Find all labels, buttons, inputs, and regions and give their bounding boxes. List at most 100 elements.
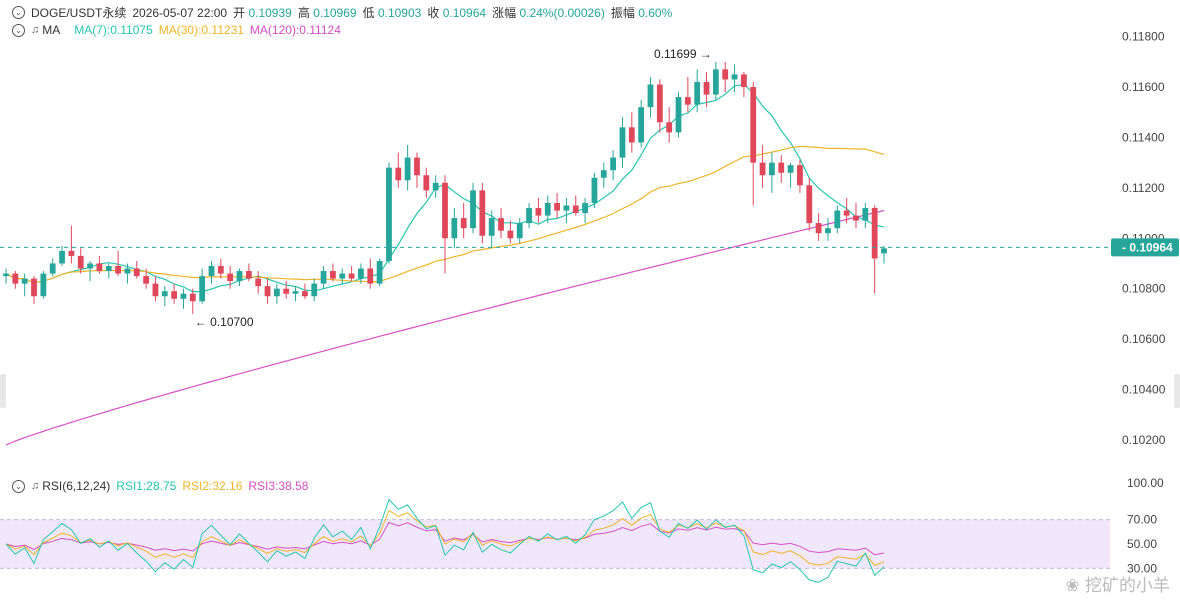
candle (442, 175, 448, 274)
candle (488, 210, 495, 249)
left-scroll-handle[interactable] (0, 374, 6, 408)
candle-body (49, 263, 56, 274)
candle (572, 195, 579, 216)
candle-body (544, 202, 551, 216)
candle-body (283, 288, 290, 294)
candle (3, 268, 9, 284)
candle (451, 208, 458, 249)
candle-body (264, 286, 271, 297)
rsi-tick-label: 50.00 (1127, 537, 1157, 551)
candle-body (703, 81, 710, 95)
candle-body (12, 273, 19, 284)
candle (255, 271, 262, 294)
candle (376, 258, 383, 287)
ma120-line (5, 209, 885, 446)
rsi-band-fill (0, 519, 1110, 569)
candle (544, 195, 551, 224)
candle-body (881, 248, 887, 254)
candle (843, 197, 850, 224)
candle (638, 99, 645, 148)
rsi1-line (5, 498, 885, 583)
rsi-legend: ⌄ ♫ RSI(6,12,24) RSI1:28.75 RSI2:32.16 R… (0, 479, 314, 493)
candle-body (498, 218, 504, 231)
bell-icon[interactable]: ♫ (31, 480, 40, 492)
candle-body (591, 177, 598, 203)
candle (414, 152, 420, 188)
candle (320, 265, 327, 289)
candle (797, 160, 803, 193)
candle (628, 112, 635, 153)
candle-body (619, 127, 626, 158)
candle (769, 152, 775, 193)
current-price-badge (1111, 238, 1179, 257)
price-tick-label: 0.11600 (1122, 80, 1165, 94)
chevron-down-icon[interactable]: ⌄ (12, 6, 25, 19)
candle-body (171, 291, 178, 299)
candle (853, 202, 859, 229)
candle-body (442, 182, 448, 239)
candle-body (740, 74, 747, 88)
candle-body (787, 165, 794, 173)
candle (731, 64, 738, 93)
candle (684, 76, 691, 113)
bell-icon[interactable]: ♫ (31, 24, 40, 36)
candle (703, 71, 710, 108)
chevron-down-icon[interactable]: ⌄ (12, 23, 25, 37)
close-label: 收 (427, 6, 440, 20)
candle (404, 144, 411, 191)
candle (358, 263, 364, 284)
candle-body (301, 291, 308, 297)
rsi-tick-label: 30.00 (1127, 561, 1157, 575)
candle-body (3, 273, 9, 277)
low-annotation: ← 0.10700 (195, 315, 254, 329)
candle (582, 197, 589, 224)
candle (133, 260, 140, 279)
candle (217, 258, 224, 279)
candle-body (152, 283, 159, 297)
candle-body (68, 250, 75, 256)
candle (507, 220, 514, 244)
price-tick-label: 0.11400 (1122, 130, 1165, 144)
candle (301, 283, 308, 299)
candle (68, 225, 75, 264)
candle (881, 245, 887, 264)
candle (143, 268, 150, 289)
change-value: 0.24%(0.00026) (519, 6, 605, 20)
candle-body (273, 288, 280, 297)
rsi2-line (5, 509, 885, 567)
rsi-label[interactable]: RSI(6,12,24) (42, 479, 111, 493)
candle-body (806, 185, 813, 224)
candle-body (414, 157, 420, 176)
candle-body (722, 69, 729, 80)
candle-body (115, 265, 121, 274)
candle (115, 250, 121, 277)
candle-body (208, 265, 215, 277)
candle (339, 268, 346, 284)
ma30-value: MA(30):0.11231 (158, 23, 244, 37)
ma-label[interactable]: MA (42, 23, 61, 37)
candle-body (647, 84, 654, 108)
candle-body (843, 210, 850, 216)
symbol-label[interactable]: DOGE/USDT永续 (31, 6, 127, 20)
open-label: 开 (233, 6, 246, 20)
price-tick-label: 0.10400 (1122, 383, 1166, 397)
candle (591, 172, 598, 209)
candle (105, 263, 112, 279)
candle-body (432, 182, 439, 191)
candle-body (339, 273, 346, 279)
candle-body (628, 127, 635, 143)
candle-body (133, 268, 140, 277)
candle (871, 205, 878, 294)
candle-body (21, 278, 28, 284)
price-axis[interactable]: 0.118000.116000.114000.112000.110000.108… (1111, 30, 1179, 576)
candle-body (143, 276, 150, 284)
chevron-down-icon[interactable]: ⌄ (12, 479, 25, 493)
watermark: ❀ 挖矿的小羊 (1065, 571, 1170, 596)
candle (311, 278, 318, 302)
watermark-icon: ❀ (1065, 576, 1080, 596)
candle (535, 197, 542, 224)
candle (292, 286, 299, 302)
right-scroll-handle[interactable] (1174, 374, 1180, 408)
candle-body (311, 283, 318, 297)
